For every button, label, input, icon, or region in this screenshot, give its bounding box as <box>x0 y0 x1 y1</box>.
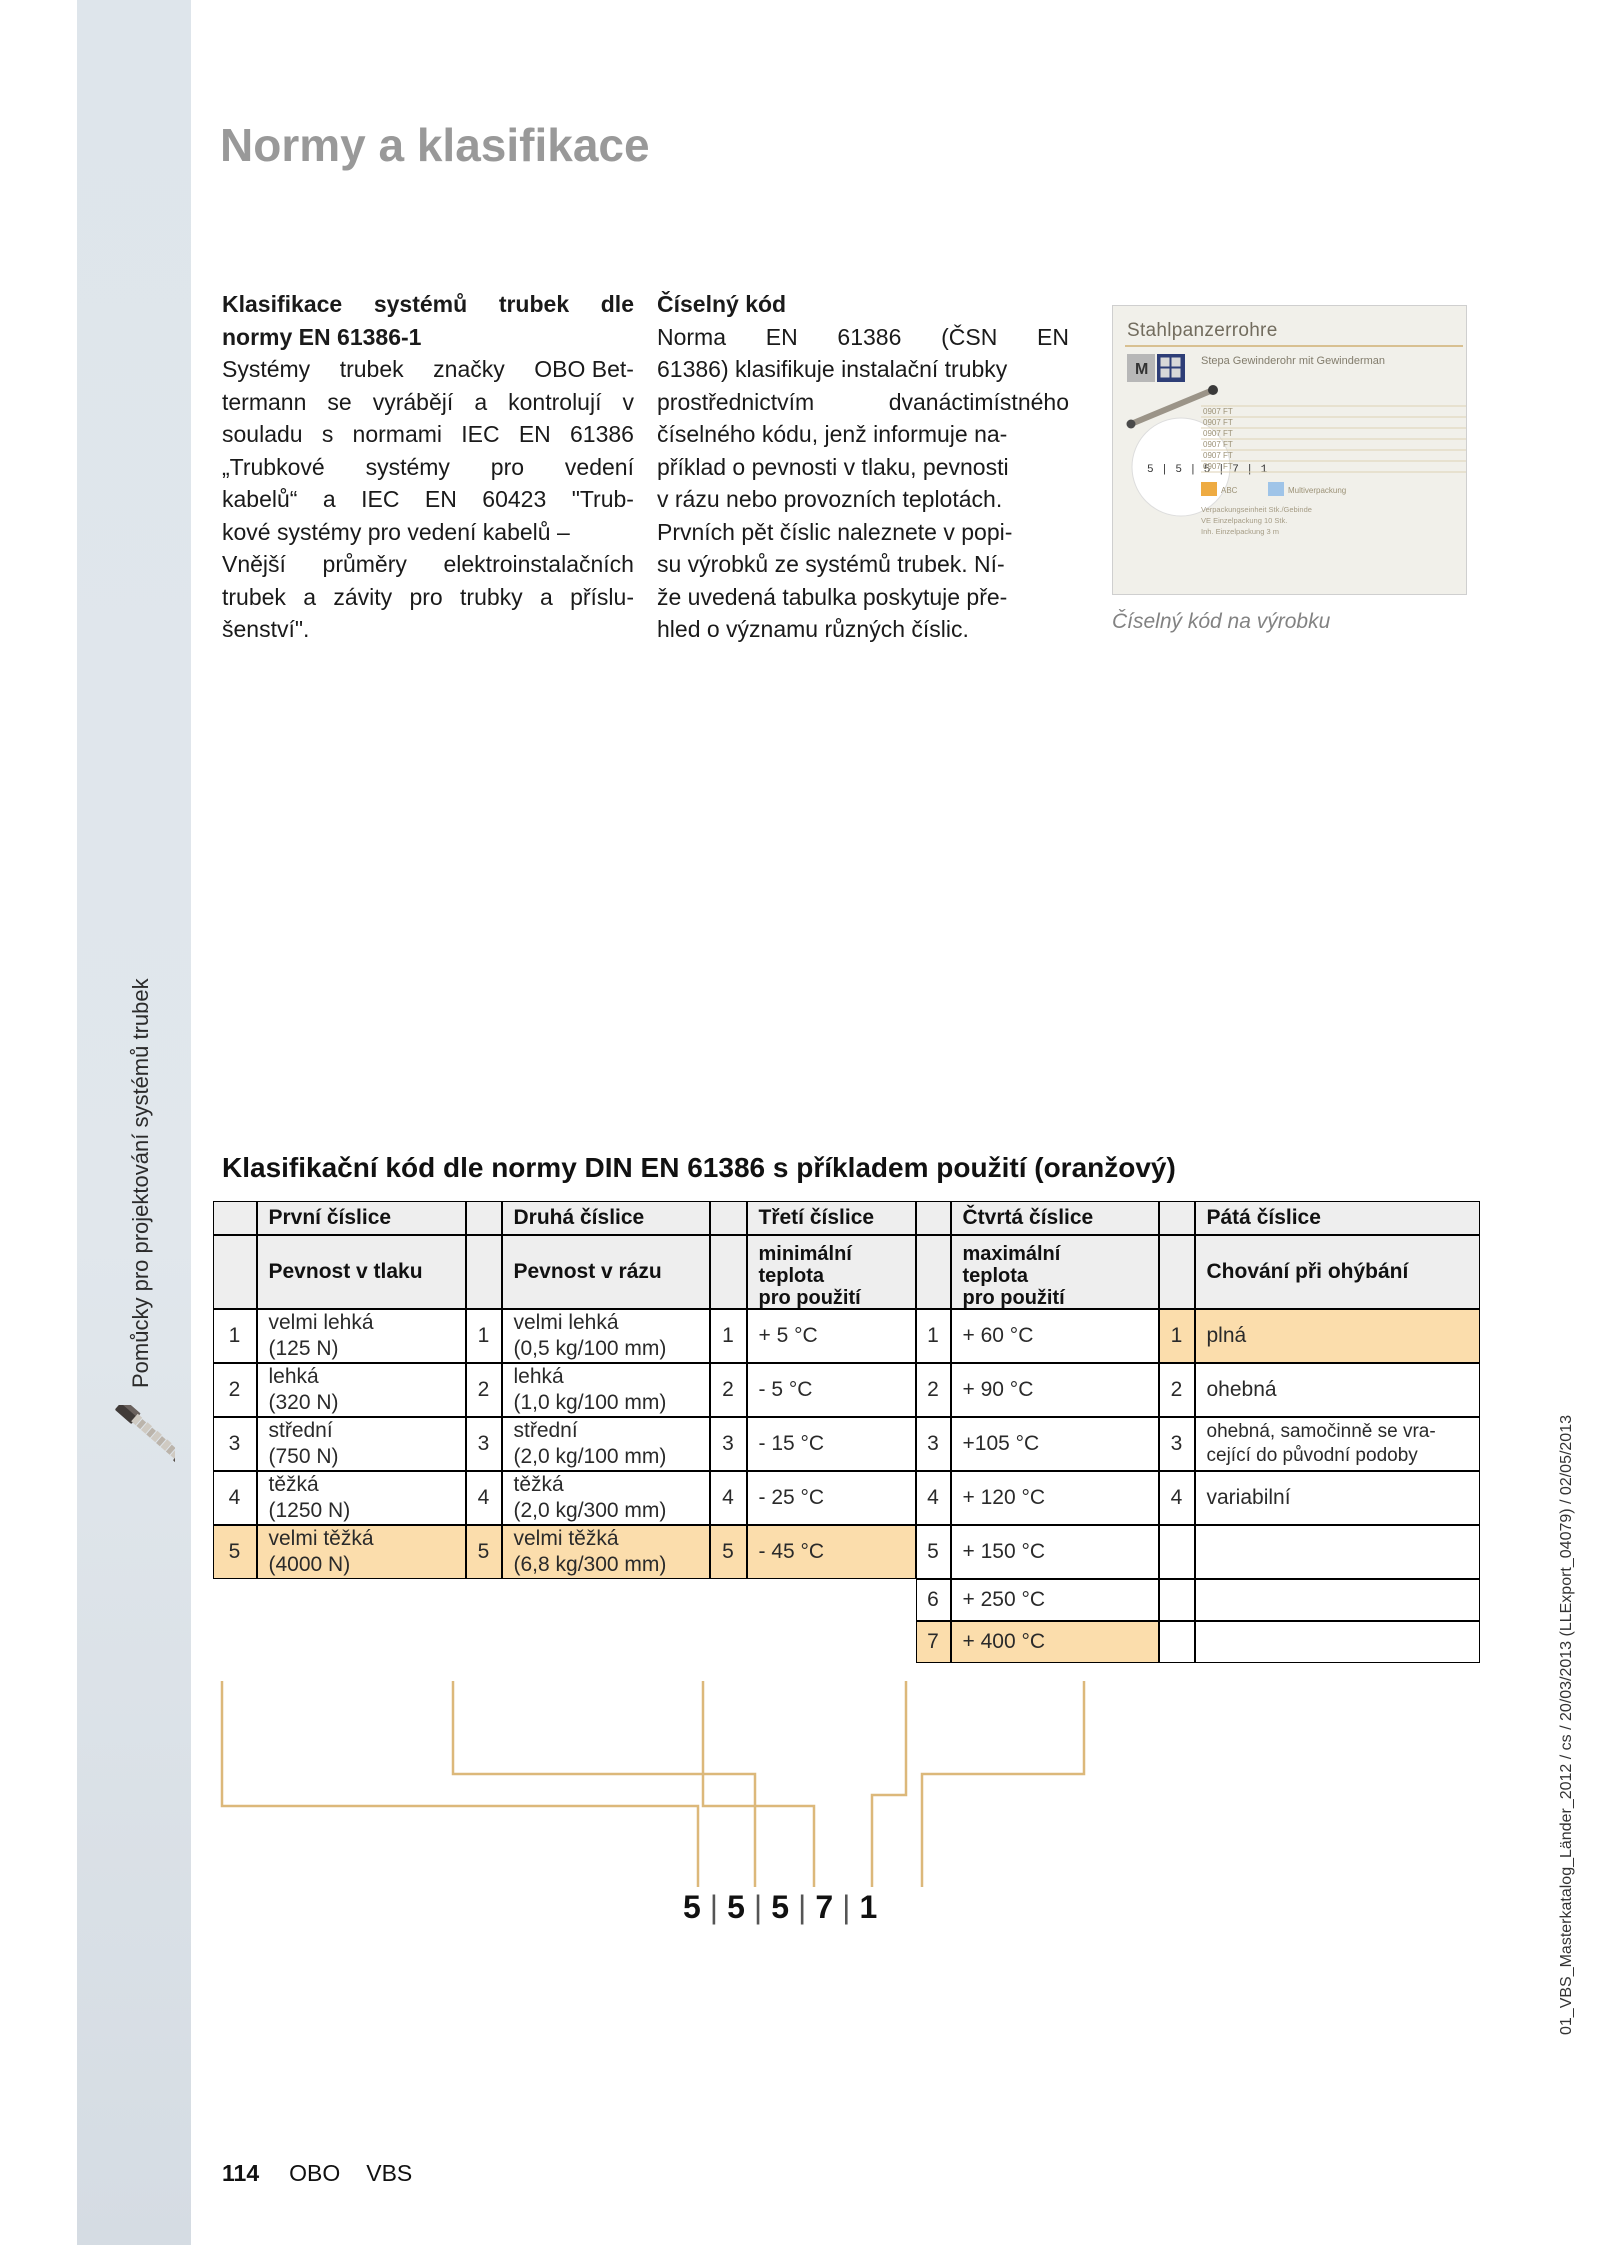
svg-text:Multiverpackung: Multiverpackung <box>1288 486 1346 495</box>
svg-text:Stepa Gewinderohr mit Gewinder: Stepa Gewinderohr mit Gewinderman <box>1201 355 1385 367</box>
svg-text:0907 FT: 0907 FT <box>1203 451 1233 460</box>
svg-text:Stahlpanzerrohre: Stahlpanzerrohre <box>1127 320 1278 341</box>
svg-text:M: M <box>1135 361 1148 378</box>
svg-text:ABC: ABC <box>1221 486 1238 495</box>
svg-text:0907 FT: 0907 FT <box>1203 418 1233 427</box>
svg-text:VE Einzelpackung 10 Stk.: VE Einzelpackung 10 Stk. <box>1201 516 1287 525</box>
svg-text:0907 FT: 0907 FT <box>1203 440 1233 449</box>
svg-text:Verpackungseinheit Stk./Gebind: Verpackungseinheit Stk./Gebinde <box>1201 505 1312 514</box>
svg-text:Inh. Einzelpackung 3 m: Inh. Einzelpackung 3 m <box>1201 527 1279 536</box>
svg-text:0907 FT: 0907 FT <box>1203 429 1233 438</box>
svg-text:0907 FT: 0907 FT <box>1203 407 1233 416</box>
svg-text:0907 FT: 0907 FT <box>1203 462 1233 471</box>
